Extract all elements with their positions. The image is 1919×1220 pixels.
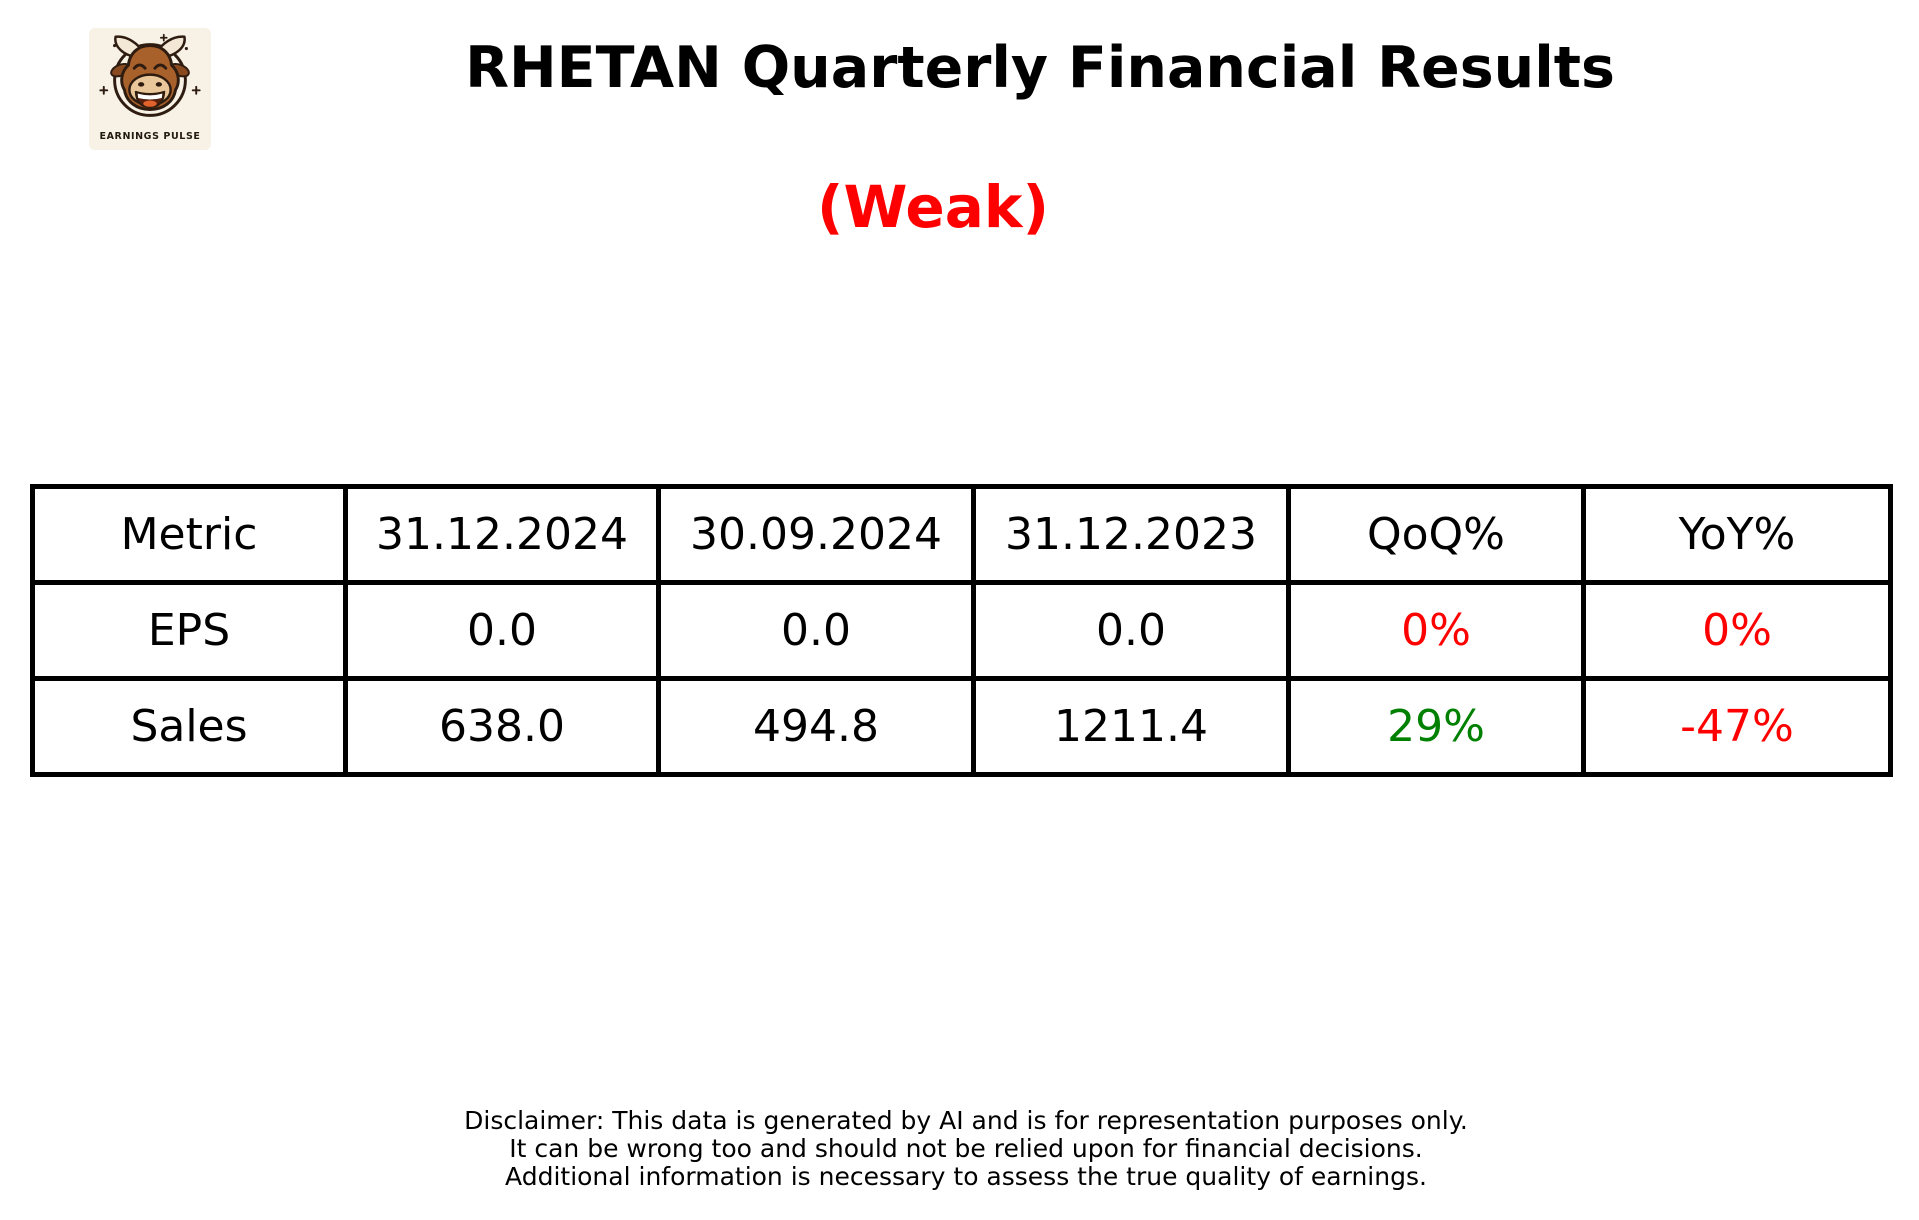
col-header-q-latest: 31.12.2024 [343,484,661,585]
table-header-row: Metric 31.12.2024 30.09.2024 31.12.2023 … [30,484,1893,585]
cell-sales-yoy: -47% [1581,676,1893,777]
cell-sales-qoq: 29% [1286,676,1586,777]
cell-sales-q-yearago: 1211.4 [971,676,1291,777]
bull-icon [99,33,201,117]
cell-sales-q-latest: 638.0 [343,676,661,777]
col-header-q-yearago: 31.12.2023 [971,484,1291,585]
cell-sales-metric: Sales [30,676,348,777]
brand-name: EARNINGS PULSE [99,131,201,142]
col-header-metric: Metric [30,484,348,585]
table-row-eps: EPS 0.0 0.0 0.0 0% 0% [30,580,1893,681]
cell-eps-qoq: 0% [1286,580,1586,681]
verdict-label: (Weak) [817,173,1049,241]
disclaimer-line-1: Disclaimer: This data is generated by AI… [464,1106,1468,1135]
col-header-yoy: YoY% [1581,484,1893,585]
table-row-sales: Sales 638.0 494.8 1211.4 29% -47% [30,676,1893,777]
page-title: RHETAN Quarterly Financial Results [465,35,1615,101]
brand-logo: EARNINGS PULSE [89,28,211,150]
col-header-q-prev: 30.09.2024 [656,484,976,585]
cell-eps-metric: EPS [30,580,348,681]
disclaimer: Disclaimer: This data is generated by AI… [266,1107,1666,1191]
disclaimer-line-2: It can be wrong too and should not be re… [509,1134,1423,1163]
cell-eps-yoy: 0% [1581,580,1893,681]
cell-eps-q-latest: 0.0 [343,580,661,681]
cell-eps-q-yearago: 0.0 [971,580,1291,681]
results-table: Metric 31.12.2024 30.09.2024 31.12.2023 … [30,484,1893,777]
col-header-qoq: QoQ% [1286,484,1586,585]
cell-eps-q-prev: 0.0 [656,580,976,681]
disclaimer-line-3: Additional information is necessary to a… [505,1162,1427,1191]
cell-sales-q-prev: 494.8 [656,676,976,777]
